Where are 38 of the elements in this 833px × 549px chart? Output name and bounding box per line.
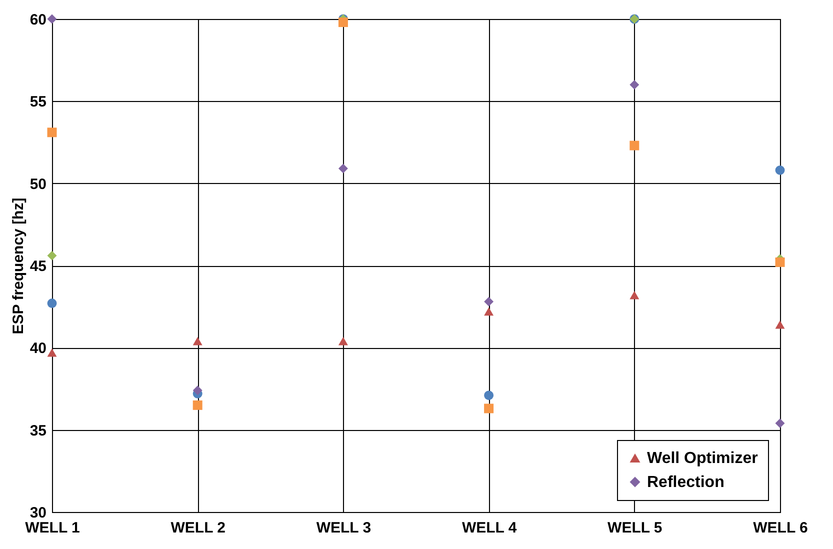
x-tick-label: WELL 2 <box>170 520 226 536</box>
point <box>484 404 494 414</box>
legend-label: Reflection <box>647 474 724 491</box>
point <box>775 418 785 428</box>
x-tick-label: WELL 4 <box>462 520 518 536</box>
y-tick-label: 55 <box>30 94 46 111</box>
point <box>47 348 57 357</box>
y-tick-label: 45 <box>30 258 46 275</box>
point <box>47 14 57 24</box>
point <box>630 80 640 90</box>
point <box>338 18 348 28</box>
point <box>338 164 348 174</box>
point <box>775 257 785 267</box>
legend-label: Well Optimizer <box>647 450 758 467</box>
y-tick-label: 60 <box>30 12 46 28</box>
point <box>775 165 785 175</box>
point <box>484 296 494 306</box>
point <box>192 386 202 396</box>
point <box>192 400 202 410</box>
y-tick-label: 40 <box>30 340 46 358</box>
point <box>630 140 640 150</box>
point <box>484 307 494 316</box>
y-tick-label: 50 <box>30 176 46 193</box>
point <box>338 336 348 346</box>
x-tick-label: WELL 3 <box>316 520 372 536</box>
y-tick-label: 30 <box>30 504 46 522</box>
y-axis-title: ESP frequency [hz] <box>10 198 27 334</box>
point <box>630 290 640 300</box>
point <box>47 128 57 138</box>
y-tick-label: 35 <box>30 422 46 440</box>
point <box>484 390 494 400</box>
x-tick-label: WELL 6 <box>753 520 808 536</box>
x-tick-label: WELL 1 <box>25 520 80 536</box>
point <box>192 336 202 346</box>
point <box>47 298 57 308</box>
x-tick-label: WELL 5 <box>608 520 662 536</box>
point <box>47 250 57 260</box>
point <box>775 320 785 329</box>
